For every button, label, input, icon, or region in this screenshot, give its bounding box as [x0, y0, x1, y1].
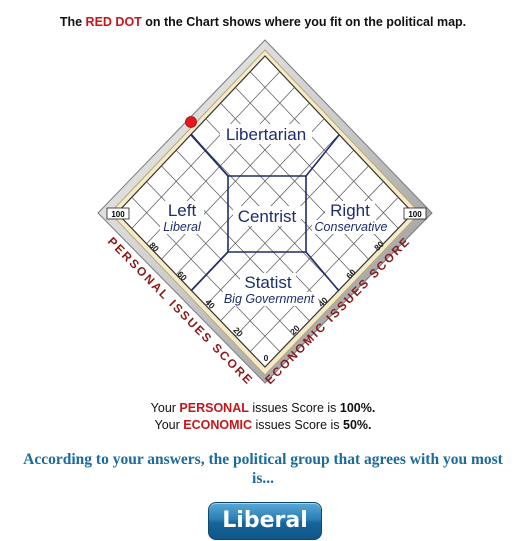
tick-100-left: 100 [111, 210, 125, 219]
personal-score-mid: issues Score is [248, 401, 340, 415]
result-line-1: According to your answers, the political… [23, 451, 503, 468]
economic-score-key: ECONOMIC [183, 418, 252, 432]
result-line-2: is... [252, 470, 274, 487]
headline: The RED DOT on the Chart shows where you… [0, 15, 526, 29]
border-nw [190, 134, 229, 177]
headline-post: on the Chart shows where you fit on the … [141, 15, 467, 29]
tick-origin: 0 [264, 353, 269, 363]
tick-100-right: 100 [408, 210, 422, 219]
tick-box-left [106, 207, 130, 220]
result-text: According to your answers, the political… [10, 450, 516, 488]
economic-score-line: Your ECONOMIC issues Score is 50%. [0, 418, 526, 432]
headline-pre: The [59, 15, 86, 29]
grid-line [205, 118, 355, 275]
economic-score-pre: Your [154, 418, 184, 432]
border-ne [305, 134, 340, 177]
region-left-sub: Liberal [163, 220, 202, 234]
region-libertarian: Libertarian [226, 125, 306, 144]
region-right: Right [330, 201, 370, 220]
economic-score-value: 50%. [343, 418, 372, 432]
region-left: Left [168, 201, 197, 220]
region-statist: Statist [244, 273, 292, 292]
result-liberal-button[interactable]: Liberal [208, 502, 322, 540]
economic-score-mid: issues Score is [251, 418, 343, 432]
personal-score-pre: Your [150, 401, 180, 415]
political-map-chart: Libertarian Left Liberal Centrist Right … [97, 39, 433, 388]
personal-score-line: Your PERSONAL issues Score is 100%. [0, 401, 526, 415]
red-dot-marker [185, 116, 197, 128]
grid-line [175, 118, 325, 275]
personal-score-value: 100%. [339, 401, 376, 415]
border-sw [190, 251, 229, 292]
region-centrist: Centrist [238, 207, 297, 226]
headline-red-dot: RED DOT [85, 15, 142, 29]
border-se [305, 251, 340, 292]
tick-box-right [403, 207, 427, 220]
region-statist-sub: Big Government [224, 292, 315, 306]
region-right-sub: Conservative [315, 220, 388, 234]
personal-score-key: PERSONAL [179, 401, 249, 415]
